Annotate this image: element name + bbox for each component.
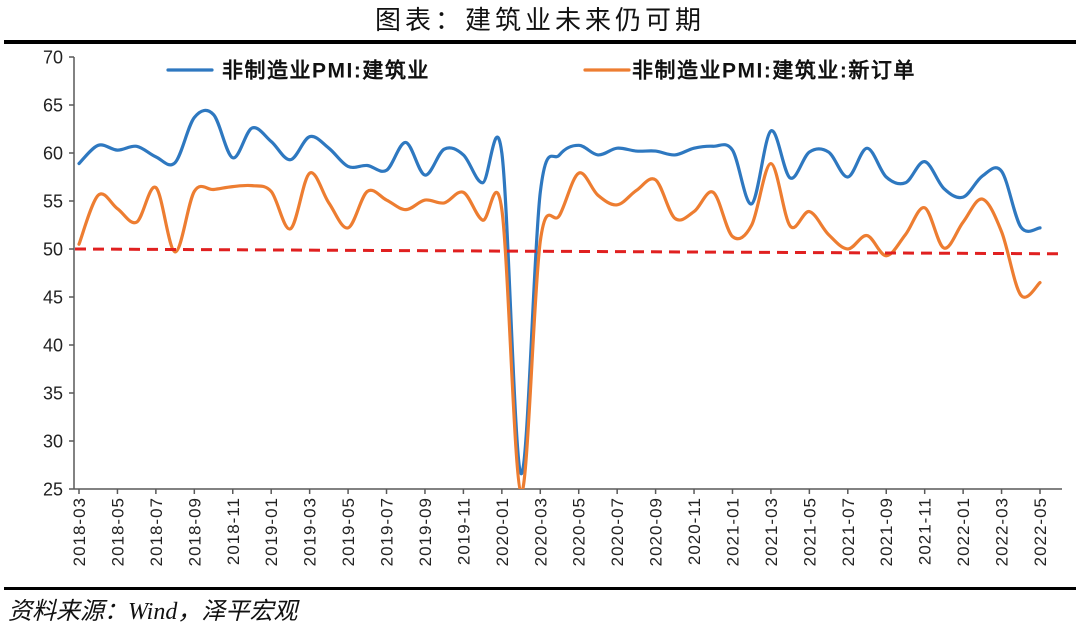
x-tick-label-2022-05: 2022-05: [1031, 497, 1050, 566]
legend-item-0: 非制造业PMI:建筑业: [166, 59, 430, 83]
x-tick-label-2020-11: 2020-11: [685, 497, 704, 565]
y-tick-label-70: 70: [43, 47, 63, 67]
x-tick-label-2019-09: 2019-09: [416, 497, 435, 566]
reference-line-layer: [74, 247, 1061, 256]
x-tick-label-2019-01: 2019-01: [262, 497, 281, 566]
legend-label-0: 非制造业PMI:建筑业: [222, 59, 430, 83]
x-tick-label-2019-05: 2019-05: [339, 497, 358, 566]
y-tick-label-55: 55: [43, 191, 63, 211]
x-tick-label-2021-09: 2021-09: [877, 497, 896, 566]
x-tick-label-2022-03: 2022-03: [993, 497, 1012, 566]
x-tick-label-2018-09: 2018-09: [185, 497, 204, 566]
y-tick-label-65: 65: [43, 95, 63, 115]
source-note: 资料来源：Wind，泽平宏观: [8, 599, 298, 625]
x-tick-label-2018-11: 2018-11: [224, 497, 243, 565]
legend: 非制造业PMI:建筑业 非制造业PMI:建筑业:新订单: [166, 59, 916, 83]
x-tick-label-2021-11: 2021-11: [916, 497, 935, 565]
x-tick-label-2019-11: 2019-11: [454, 497, 473, 565]
y-tick-label-35: 35: [43, 383, 63, 403]
x-tick-label-2021-07: 2021-07: [839, 497, 858, 566]
axes: 70 65 60 55 50 45 40 35 30 25 2018-03 2018-05 2018-0…: [43, 47, 1062, 566]
legend-label-1: 非制造业PMI:建筑业:新订单: [632, 59, 916, 83]
series-line-0: [77, 108, 1042, 476]
y-tick-label-45: 45: [43, 287, 63, 307]
y-tick-label-40: 40: [43, 335, 63, 355]
x-tick-label-2018-07: 2018-07: [147, 497, 166, 566]
x-tick-label-2021-05: 2021-05: [800, 497, 819, 566]
series-line-1: [77, 161, 1042, 489]
y-tick-label-25: 25: [43, 479, 63, 499]
y-tick-label-50: 50: [43, 239, 63, 259]
legend-item-1: 非制造业PMI:建筑业:新订单: [583, 59, 916, 83]
x-tick-label-2018-03: 2018-03: [70, 497, 89, 566]
y-tick-label-30: 30: [43, 431, 63, 451]
x-tick-label-2019-03: 2019-03: [301, 497, 320, 566]
x-tick-label-2020-05: 2020-05: [570, 497, 589, 566]
x-tick-label-2021-01: 2021-01: [723, 497, 742, 566]
x-tick-label-2019-07: 2019-07: [378, 497, 397, 566]
x-tick-label-2018-05: 2018-05: [108, 497, 127, 566]
x-tick-label-2021-03: 2021-03: [762, 497, 781, 566]
bottom-rule: [4, 587, 1076, 590]
top-rule: [4, 40, 1076, 44]
x-tick-label-2020-09: 2020-09: [647, 497, 666, 566]
series-layer: [77, 108, 1042, 489]
x-tick-label-2020-01: 2020-01: [493, 497, 512, 566]
y-tick-label-60: 60: [43, 143, 63, 163]
chart-title: 图表：建筑业未来仍可期: [374, 6, 705, 35]
x-tick-label-2020-07: 2020-07: [608, 497, 627, 566]
reference-line: [74, 247, 1061, 256]
x-tick-label-2022-01: 2022-01: [954, 497, 973, 566]
x-tick-label-2020-03: 2020-03: [531, 497, 550, 566]
